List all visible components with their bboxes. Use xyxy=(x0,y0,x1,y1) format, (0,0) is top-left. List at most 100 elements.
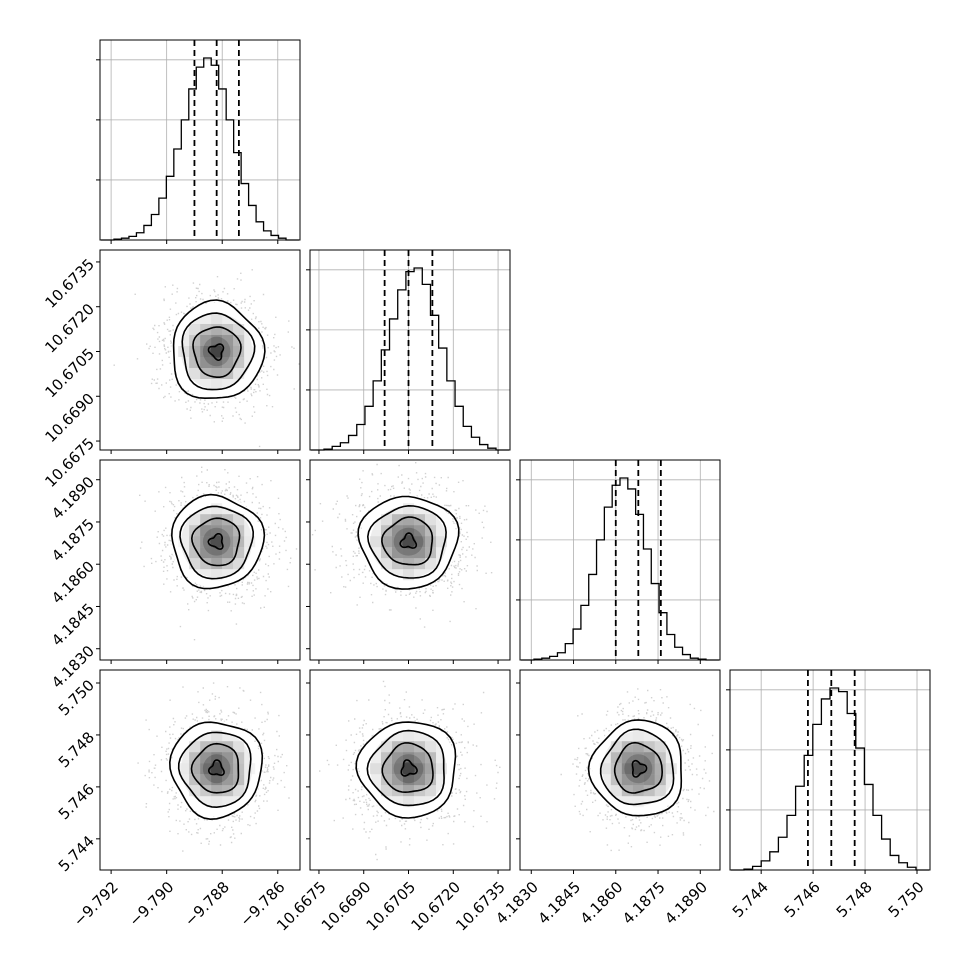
density-block xyxy=(211,378,223,390)
density-block xyxy=(632,785,644,797)
density-block xyxy=(381,785,393,797)
density-block xyxy=(381,763,393,775)
x-tick-label: 4.1845 xyxy=(534,878,584,928)
density-block xyxy=(632,796,644,808)
contour-line xyxy=(192,326,242,378)
density-block xyxy=(233,752,245,764)
density-block xyxy=(621,785,633,797)
density-block xyxy=(200,547,212,559)
density-block xyxy=(233,741,245,753)
density-block xyxy=(211,514,223,526)
x-tick-label: 4.1875 xyxy=(619,878,669,928)
density-block xyxy=(436,763,448,775)
density-block xyxy=(211,547,223,559)
density-block xyxy=(211,367,223,379)
y-tick-label: 5.746 xyxy=(55,780,98,823)
density-block xyxy=(632,730,644,742)
density-block xyxy=(211,334,223,346)
contour-line xyxy=(599,728,675,806)
panel-frame xyxy=(309,459,511,661)
density-block xyxy=(370,763,382,775)
x-tick-label: 5.746 xyxy=(781,878,824,921)
density-block xyxy=(665,763,677,775)
density-block xyxy=(403,763,415,775)
density-block xyxy=(643,752,655,764)
density-block xyxy=(392,536,404,548)
density-block xyxy=(414,752,426,764)
contour-line xyxy=(190,517,241,567)
panel-frame xyxy=(99,39,301,241)
density-block xyxy=(233,514,245,526)
density-block xyxy=(610,763,622,775)
density-block xyxy=(222,536,234,548)
density-block xyxy=(189,763,201,775)
contour-line xyxy=(366,504,447,579)
density-block xyxy=(211,356,223,368)
density-block xyxy=(381,558,393,570)
density-block xyxy=(211,730,223,742)
density-block xyxy=(222,763,234,775)
density-block xyxy=(392,558,404,570)
density-block xyxy=(414,763,426,775)
density-block xyxy=(654,785,666,797)
contour-line xyxy=(179,505,255,580)
density-block xyxy=(189,558,201,570)
density-block xyxy=(200,763,212,775)
contour-line xyxy=(613,741,664,794)
density-block xyxy=(403,752,415,764)
contour-line xyxy=(381,516,434,566)
histogram-step xyxy=(101,57,299,241)
histogram-panel-4 xyxy=(726,669,931,874)
density-block xyxy=(189,536,201,548)
density-block xyxy=(222,774,234,786)
density-block xyxy=(211,503,223,515)
density-block xyxy=(425,774,437,786)
contour-line xyxy=(170,493,266,590)
density-block xyxy=(610,785,622,797)
density-block xyxy=(654,752,666,764)
density-block xyxy=(370,536,382,548)
density-block xyxy=(211,785,223,797)
x-tick-label: −9.790 xyxy=(125,878,177,930)
density-block xyxy=(392,774,404,786)
density-block xyxy=(392,525,404,537)
density-block xyxy=(233,323,245,335)
density-block xyxy=(403,774,415,786)
scatter-panel-r2-c1 xyxy=(96,249,301,454)
scatter-panel-r3-c1 xyxy=(96,459,301,664)
density-block xyxy=(211,752,223,764)
density-block xyxy=(381,536,393,548)
density-block xyxy=(632,741,644,753)
histogram-step xyxy=(521,477,719,661)
density-block xyxy=(211,763,223,775)
density-block xyxy=(403,785,415,797)
density-block xyxy=(403,514,415,526)
density-block xyxy=(233,356,245,368)
scatter-panel-r4-c3 xyxy=(516,669,721,874)
density-block xyxy=(211,796,223,808)
density-block xyxy=(621,774,633,786)
contour-line xyxy=(400,759,418,777)
panel-frame xyxy=(729,669,931,871)
density-block xyxy=(200,774,212,786)
density-block xyxy=(392,547,404,559)
contour-line xyxy=(366,729,445,807)
density-block xyxy=(414,547,426,559)
density-block xyxy=(610,741,622,753)
density-block xyxy=(200,558,212,570)
density-block xyxy=(211,323,223,335)
histogram-panel-1 xyxy=(96,39,301,244)
density-block xyxy=(233,367,245,379)
density-block xyxy=(425,763,437,775)
density-block xyxy=(189,547,201,559)
y-tick-label: 4.1845 xyxy=(48,600,98,650)
density-block xyxy=(244,536,256,548)
contour-line xyxy=(177,731,252,809)
histogram-step xyxy=(311,267,509,451)
x-tick-label: 5.748 xyxy=(833,878,876,921)
density-block xyxy=(436,536,448,548)
density-block xyxy=(403,525,415,537)
x-tick-label: 5.750 xyxy=(885,878,928,921)
density-block xyxy=(632,763,644,775)
